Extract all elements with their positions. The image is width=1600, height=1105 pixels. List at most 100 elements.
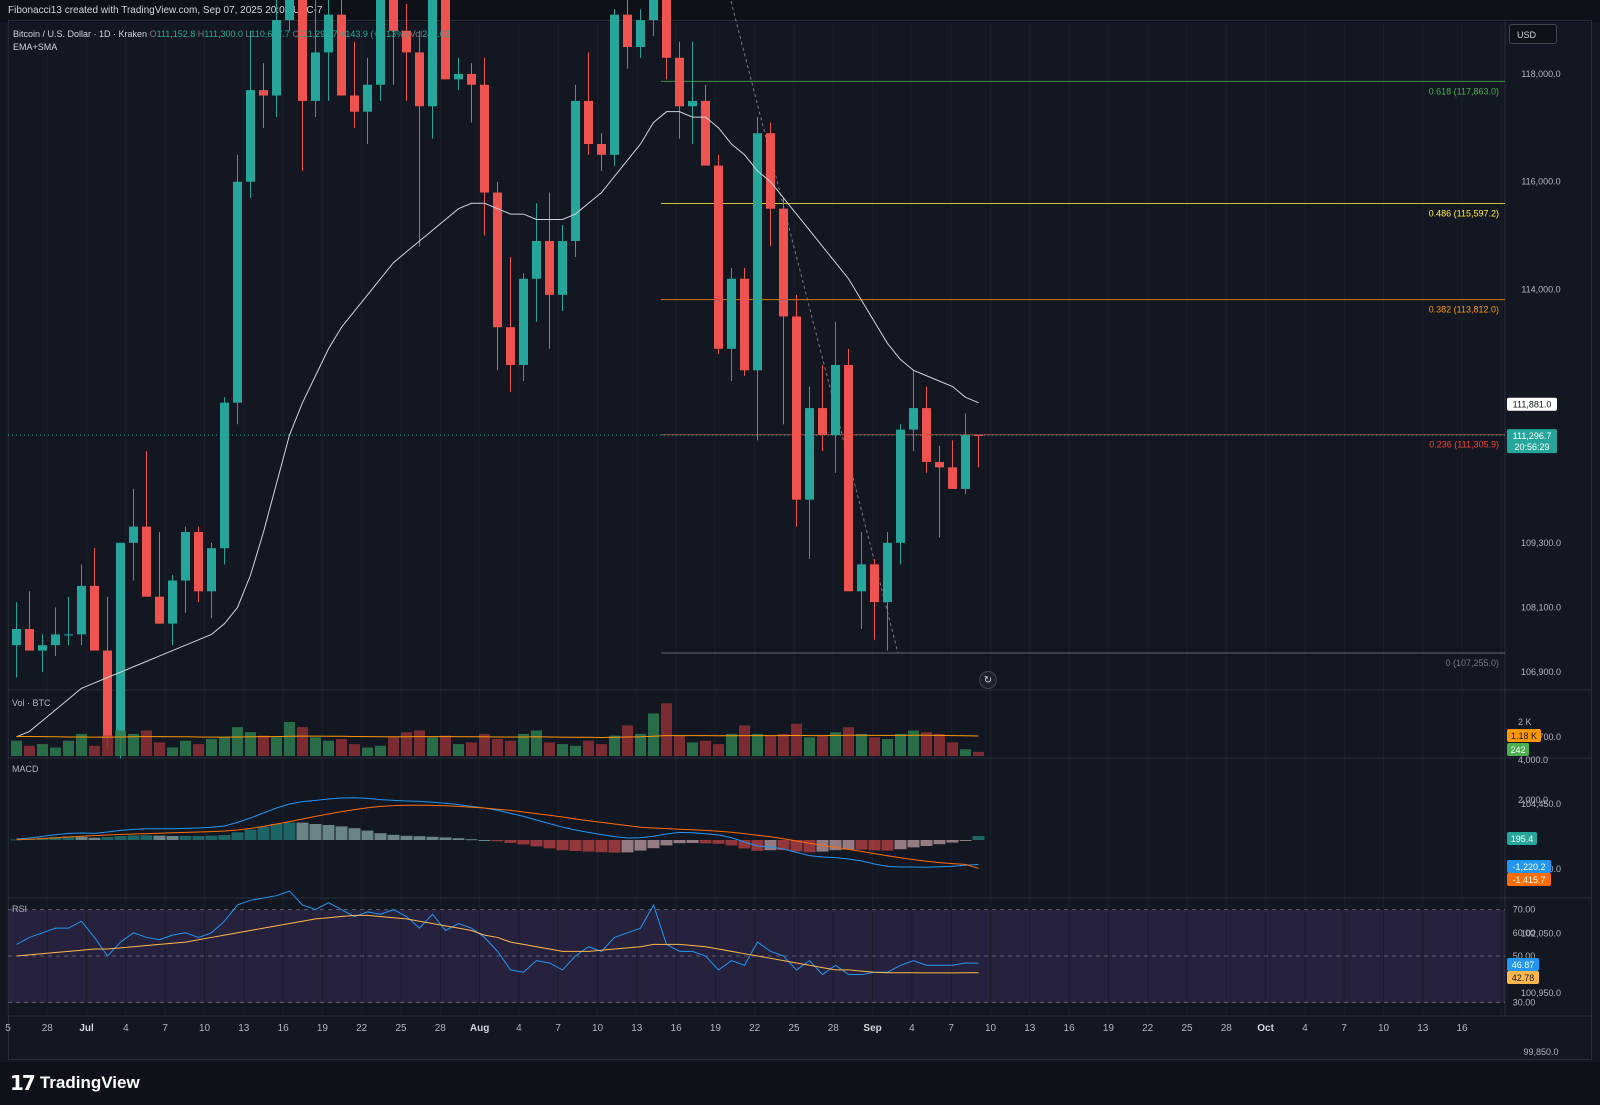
volume-bar[interactable] (388, 737, 399, 756)
macd-histogram-bar[interactable] (517, 840, 530, 845)
macd-histogram-bar[interactable] (114, 836, 127, 840)
macd-histogram-bar[interactable] (595, 840, 608, 853)
macd-histogram-bar[interactable] (686, 840, 699, 843)
volume-bar[interactable] (947, 742, 958, 756)
macd-histogram-bar[interactable] (634, 840, 647, 851)
macd-histogram-bar[interactable] (205, 835, 218, 840)
volume-bar[interactable] (856, 733, 867, 756)
candle-body[interactable] (454, 73, 463, 80)
volume-bar[interactable] (232, 727, 243, 756)
candle-body[interactable] (51, 634, 60, 646)
macd-histogram-bar[interactable] (673, 840, 686, 844)
volume-bar[interactable] (791, 723, 802, 756)
macd-histogram-bar[interactable] (62, 836, 75, 840)
volume-bar[interactable] (908, 730, 919, 757)
volume-bar[interactable] (739, 725, 750, 756)
volume-bar[interactable] (726, 733, 737, 756)
macd-histogram-bar[interactable] (127, 835, 140, 840)
candle-body[interactable] (324, 14, 333, 53)
macd-histogram-bar[interactable] (660, 840, 673, 846)
macd-histogram-bar[interactable] (933, 840, 946, 845)
macd-histogram-bar[interactable] (153, 835, 166, 840)
volume-bar[interactable] (596, 744, 607, 756)
volume-bar[interactable] (661, 703, 672, 756)
volume-bar[interactable] (284, 722, 295, 756)
volume-bar[interactable] (687, 742, 698, 756)
macd-histogram-bar[interactable] (335, 826, 348, 840)
volume-bar[interactable] (544, 742, 555, 756)
volume-bar[interactable] (869, 737, 880, 756)
candle-body[interactable] (168, 580, 177, 624)
candle-body[interactable] (415, 52, 424, 107)
macd-histogram-bar[interactable] (491, 840, 504, 842)
macd-histogram-bar[interactable] (647, 840, 660, 849)
macd-histogram-bar[interactable] (296, 822, 309, 840)
candle-body[interactable] (805, 408, 814, 500)
candle-body[interactable] (480, 84, 489, 193)
macd-histogram-bar[interactable] (452, 838, 465, 840)
volume-bar[interactable] (414, 730, 425, 757)
candle-body[interactable] (571, 100, 580, 242)
candle-body[interactable] (714, 165, 723, 349)
macd-histogram-bar[interactable] (322, 825, 335, 840)
candle-body[interactable] (441, 0, 450, 80)
macd-histogram-bar[interactable] (231, 832, 244, 840)
volume-bar[interactable] (531, 730, 542, 757)
macd-histogram-bar[interactable] (920, 840, 933, 846)
macd-histogram-bar[interactable] (348, 828, 361, 840)
macd-histogram-bar[interactable] (140, 835, 153, 840)
macd-histogram-bar[interactable] (101, 837, 114, 840)
candle-body[interactable] (90, 585, 99, 651)
volume-bar[interactable] (37, 744, 48, 756)
candle-body[interactable] (194, 532, 203, 592)
macd-histogram-bar[interactable] (738, 840, 751, 849)
volume-bar[interactable] (609, 735, 620, 756)
candle-body[interactable] (753, 133, 762, 371)
candle-body[interactable] (935, 461, 944, 468)
candle-body[interactable] (896, 429, 905, 543)
candle-body[interactable] (298, 0, 307, 101)
volume-bar[interactable] (804, 737, 815, 756)
volume-bar[interactable] (167, 747, 178, 757)
volume-bar[interactable] (245, 732, 256, 756)
candle-body[interactable] (740, 278, 749, 371)
candle-body[interactable] (649, 0, 658, 21)
macd-pane-label[interactable]: MACD (12, 764, 39, 774)
volume-bar[interactable] (128, 733, 139, 756)
candle-body[interactable] (610, 14, 619, 155)
candle-body[interactable] (220, 402, 229, 549)
volume-bar[interactable] (830, 732, 841, 756)
macd-histogram-bar[interactable] (75, 836, 88, 840)
macd-histogram-bar[interactable] (179, 836, 192, 840)
volume-bar[interactable] (622, 725, 633, 756)
macd-histogram-bar[interactable] (608, 840, 621, 853)
macd-histogram-bar[interactable] (569, 840, 582, 851)
rsi-line[interactable] (16, 890, 979, 976)
candle-body[interactable] (64, 634, 73, 636)
candle-body[interactable] (285, 0, 294, 21)
candle-body[interactable] (77, 585, 86, 635)
candle-body[interactable] (727, 278, 736, 349)
candle-body[interactable] (883, 542, 892, 603)
macd-histogram-bar[interactable] (855, 840, 868, 850)
candle-body[interactable] (662, 0, 671, 58)
candle-body[interactable] (493, 192, 502, 328)
macd-histogram-bar[interactable] (530, 840, 543, 847)
macd-histogram-bar[interactable] (803, 840, 816, 853)
volume-bar[interactable] (973, 751, 984, 756)
macd-histogram-bar[interactable] (309, 824, 322, 840)
vol-pane-label[interactable]: Vol · BTC (12, 698, 51, 708)
candle-body[interactable] (961, 435, 970, 489)
volume-bar[interactable] (310, 737, 321, 756)
candle-body[interactable] (870, 564, 879, 603)
macd-histogram-bar[interactable] (881, 840, 894, 851)
volume-bar[interactable] (635, 733, 646, 756)
macd-histogram-bar[interactable] (413, 836, 426, 840)
moving-average-line[interactable] (16, 111, 979, 738)
volume-bar[interactable] (765, 735, 776, 756)
macd-histogram-bar[interactable] (725, 840, 738, 846)
macd-histogram-bar[interactable] (270, 824, 283, 840)
volume-bar[interactable] (713, 744, 724, 756)
candle-body[interactable] (246, 90, 255, 182)
macd-histogram-bar[interactable] (959, 840, 972, 841)
